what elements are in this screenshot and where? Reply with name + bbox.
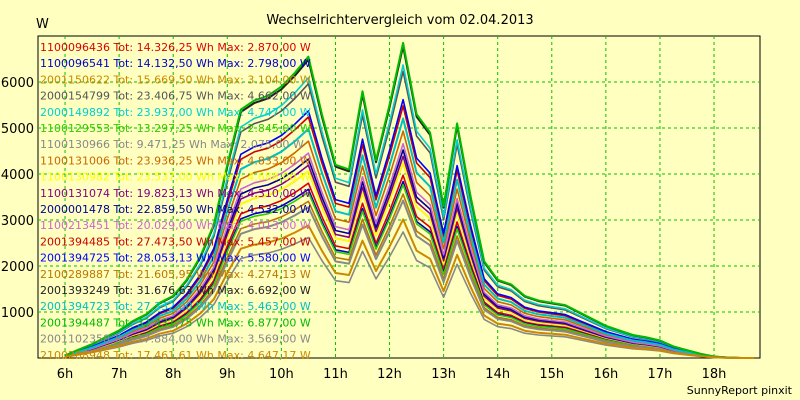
legend-entry: 2001394487 Tot: 32.431,75 Wh Max: 6.877,… <box>40 316 311 329</box>
y-tick-label: 4000 <box>1 168 34 183</box>
tick-layer: 6h 7h 8h 9h 10h 11h 12h 13h 14h 15h 16h 17h 18h 1000 2… <box>1 76 727 382</box>
x-tick-label: 10h <box>269 367 294 382</box>
x-tick-label: 6h <box>57 367 74 382</box>
legend-entry: 2000149892 Tot: 23.937,00 Wh Max: 4.747,… <box>40 106 311 119</box>
legend: 1100096436 Tot: 14.326,25 Wh Max: 2.870,… <box>40 41 311 362</box>
series-layer <box>64 41 755 359</box>
legend-entry: 2001394485 Tot: 27.473,50 Wh Max: 5.457,… <box>40 235 311 248</box>
chart-title: Wechselrichtervergleich vom 02.04.2013 <box>266 13 533 28</box>
series-line <box>64 199 755 359</box>
y-tick-label: 3000 <box>1 214 34 229</box>
series-line <box>64 117 755 359</box>
x-tick-label: 16h <box>593 367 618 382</box>
x-tick-label: 11h <box>323 367 348 382</box>
series-line <box>64 142 755 359</box>
y-tick-label: 1000 <box>1 306 34 321</box>
legend-entry: 1100130982 Tot: 23.537,00 Wh Max: 4.688,… <box>40 171 311 184</box>
legend-entry: 1100129553 Tot: 13.297,25 Wh Max: 2.845,… <box>40 122 311 135</box>
legend-entry: 1100096436 Tot: 14.326,25 Wh Max: 2.870,… <box>40 41 311 54</box>
legend-entry: 2000154799 Tot: 23.406,75 Wh Max: 4.662,… <box>40 90 311 103</box>
legend-entry: 1100131074 Tot: 19.823,13 Wh Max: 4.310,… <box>40 187 311 200</box>
x-tick-label: 18h <box>702 367 727 382</box>
legend-entry: 2000001478 Tot: 22.859,50 Wh Max: 4.532,… <box>40 203 311 216</box>
x-tick-label: 14h <box>485 367 510 382</box>
y-tick-label: 6000 <box>1 76 34 91</box>
y-axis-unit: W <box>36 17 49 32</box>
x-tick-label: 12h <box>377 367 402 382</box>
series-line <box>64 218 755 359</box>
legend-entry: 2001102358 Tot: 17.884,00 Wh Max: 3.569,… <box>40 333 311 346</box>
legend-entry: 2100288948 Tot: 17.461,61 Wh Max: 4.647,… <box>40 349 311 362</box>
series-line <box>64 41 755 359</box>
legend-entry: 2001150622 Tot: 15.669,50 Wh Max: 3.104,… <box>40 73 311 86</box>
x-tick-label: 13h <box>431 367 456 382</box>
legend-entry: 1100131006 Tot: 23.936,25 Wh Max: 4.833,… <box>40 154 311 167</box>
x-tick-label: 15h <box>539 367 564 382</box>
series-line <box>64 98 755 359</box>
series-line <box>64 64 755 359</box>
legend-entry: 1100213451 Tot: 20.029,00 Wh Max: 4.013,… <box>40 219 311 232</box>
x-tick-label: 7h <box>111 367 128 382</box>
x-tick-label: 9h <box>219 367 236 382</box>
legend-entry: 2001394723 Tot: 27.332,00 Wh Max: 5.463,… <box>40 300 311 313</box>
legend-entry: 1100096541 Tot: 14.132,50 Wh Max: 2.798,… <box>40 57 311 70</box>
y-tick-label: 2000 <box>1 260 34 275</box>
x-tick-label: 17h <box>648 367 673 382</box>
legend-entry: 2001394725 Tot: 28.053,13 Wh Max: 5.580,… <box>40 252 311 265</box>
legend-entry: 1100130966 Tot: 9.471,25 Wh Max: 2.075,0… <box>40 138 304 151</box>
legend-entry: 2100289887 Tot: 21.605,95 Wh Max: 4.274,… <box>40 268 311 281</box>
legend-entry: 2001393249 Tot: 31.676,63 Wh Max: 6.692,… <box>40 284 311 297</box>
x-tick-label: 8h <box>165 367 182 382</box>
credit-label: SunnyReport pinxit <box>687 384 793 397</box>
y-tick-label: 5000 <box>1 122 34 137</box>
